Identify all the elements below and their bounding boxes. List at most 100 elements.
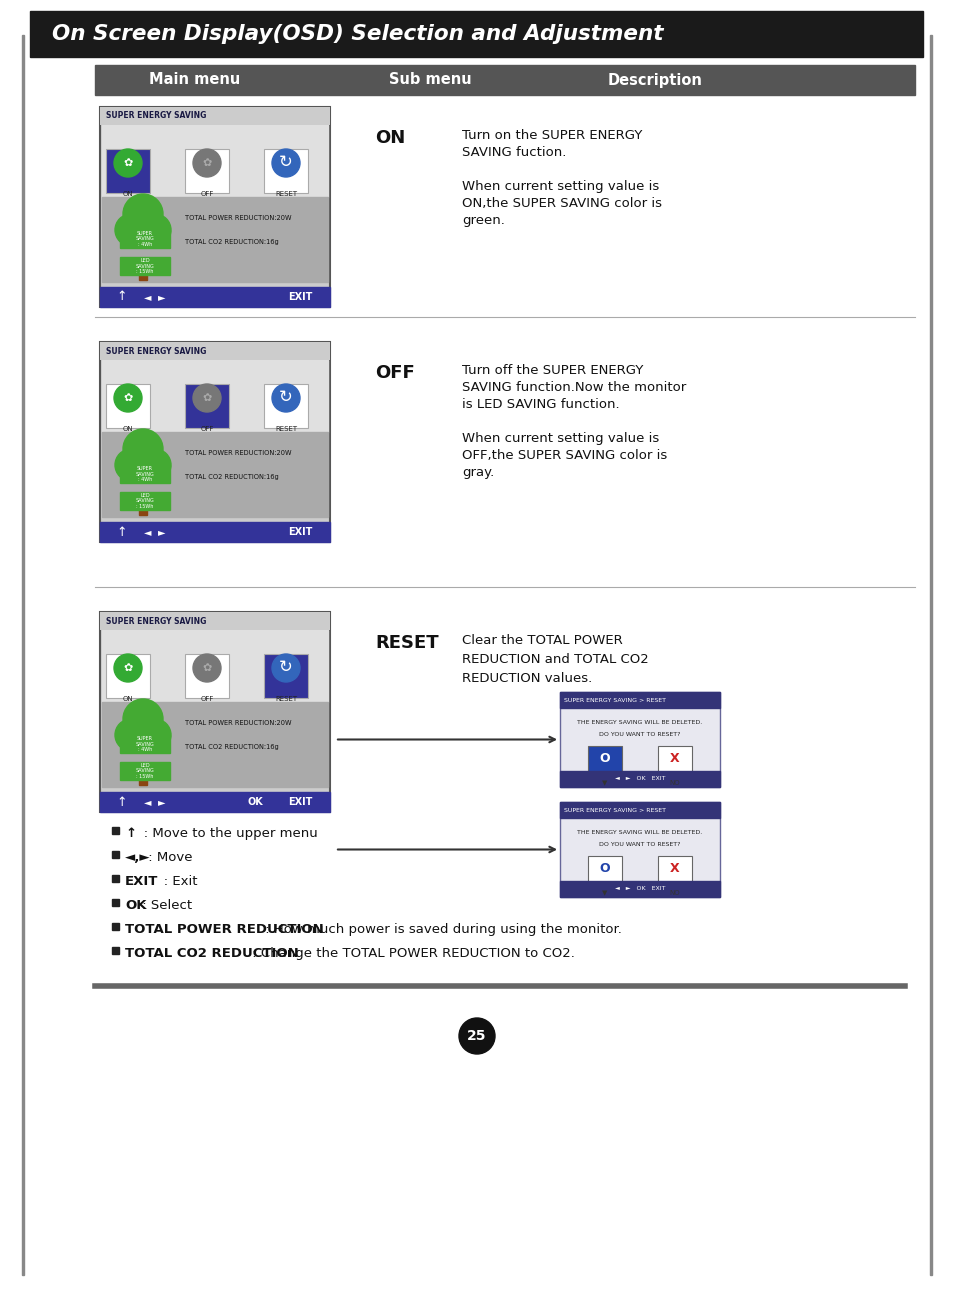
Text: TOTAL CO2 REDUCTION:16g: TOTAL CO2 REDUCTION:16g	[185, 474, 278, 480]
Text: ✿: ✿	[123, 663, 132, 673]
Bar	[22, 35, 24, 1275]
Bar	[112, 923, 119, 930]
Bar	[112, 947, 119, 954]
Text: SUPER ENERGY SAVING: SUPER ENERGY SAVING	[106, 347, 206, 355]
Bar	[264, 384, 308, 428]
Bar	[100, 612, 330, 630]
Bar	[100, 342, 330, 360]
Text: OFF,the SUPER SAVING color is: OFF,the SUPER SAVING color is	[461, 449, 666, 462]
Bar	[102, 702, 328, 787]
Text: SUPER ENERGY SAVING > RESET: SUPER ENERGY SAVING > RESET	[563, 808, 665, 813]
Bar	[120, 492, 170, 510]
Bar	[102, 197, 328, 282]
Text: THE ENERGY SAVING WILL BE DELETED.: THE ENERGY SAVING WILL BE DELETED.	[577, 830, 702, 835]
Bar	[185, 654, 229, 698]
Bar	[102, 360, 328, 432]
Text: SUPER ENERGY SAVING > RESET: SUPER ENERGY SAVING > RESET	[563, 697, 665, 702]
Text: Turn off the SUPER ENERGY: Turn off the SUPER ENERGY	[461, 364, 642, 377]
Bar	[112, 874, 119, 882]
Bar	[112, 899, 119, 906]
Text: ◄   ►   OK   EXIT: ◄ ► OK EXIT	[614, 886, 664, 891]
Text: O: O	[599, 863, 610, 876]
Text: ►: ►	[158, 527, 166, 536]
Text: Main menu: Main menu	[150, 73, 240, 87]
Bar	[112, 827, 119, 834]
Circle shape	[193, 149, 221, 177]
Text: ON,the SUPER SAVING color is: ON,the SUPER SAVING color is	[461, 197, 661, 210]
Text: OFF: OFF	[375, 364, 415, 382]
Text: NO: NO	[669, 780, 679, 786]
Text: ✿: ✿	[123, 158, 132, 168]
Text: ✿: ✿	[202, 393, 212, 403]
Bar	[100, 107, 330, 125]
Text: TOTAL POWER REDUCTION:20W: TOTAL POWER REDUCTION:20W	[185, 720, 292, 726]
Bar	[185, 384, 229, 428]
Bar	[559, 771, 720, 787]
Circle shape	[139, 719, 171, 750]
Text: X: X	[670, 753, 679, 766]
Text: ↑: ↑	[116, 291, 127, 304]
Text: On Screen Display(OSD) Selection and Adjustment: On Screen Display(OSD) Selection and Adj…	[52, 23, 662, 44]
Text: RESET: RESET	[274, 425, 296, 432]
Text: TOTAL CO2 REDUCTION:16g: TOTAL CO2 REDUCTION:16g	[185, 239, 278, 245]
Text: SUPER
SAVING
: 4Wh: SUPER SAVING : 4Wh	[135, 736, 154, 752]
Text: Clear the TOTAL POWER: Clear the TOTAL POWER	[461, 634, 622, 647]
Bar	[100, 287, 330, 307]
Text: EXIT: EXIT	[288, 527, 312, 536]
Text: ✿: ✿	[123, 393, 132, 403]
Circle shape	[272, 654, 299, 683]
Text: Description: Description	[607, 73, 701, 87]
Circle shape	[123, 194, 163, 234]
Text: ↻: ↻	[279, 658, 293, 676]
Text: gray.: gray.	[461, 466, 494, 479]
Text: ON: ON	[375, 129, 405, 147]
Bar	[559, 692, 720, 709]
Text: ▼: ▼	[601, 780, 607, 786]
Bar	[929, 35, 931, 1275]
Bar	[658, 856, 691, 882]
Text: is LED SAVING function.: is LED SAVING function.	[461, 398, 619, 411]
Bar	[120, 257, 170, 275]
Circle shape	[123, 429, 163, 468]
Text: : How much power is saved during using the monitor.: : How much power is saved during using t…	[261, 923, 621, 936]
Text: : Select: : Select	[138, 899, 192, 912]
Circle shape	[139, 449, 171, 482]
Text: : Exit: : Exit	[151, 874, 197, 887]
Bar	[95, 65, 914, 95]
Bar	[102, 630, 328, 702]
Text: LED
SAVING
: 15Wh: LED SAVING : 15Wh	[135, 258, 154, 274]
Circle shape	[115, 719, 147, 750]
Text: RESET: RESET	[375, 634, 438, 652]
Text: ►: ►	[158, 797, 166, 806]
Text: THE ENERGY SAVING WILL BE DELETED.: THE ENERGY SAVING WILL BE DELETED.	[577, 720, 702, 726]
Text: X: X	[670, 863, 679, 876]
Text: : Move: : Move	[144, 851, 193, 864]
Text: ◄: ◄	[144, 797, 152, 806]
Text: OK: OK	[247, 797, 263, 806]
Text: ↑: ↑	[116, 526, 127, 539]
Bar	[30, 10, 923, 57]
Text: ↻: ↻	[279, 388, 293, 406]
Text: Turn on the SUPER ENERGY: Turn on the SUPER ENERGY	[461, 129, 641, 142]
Text: DO YOU WANT TO RESET?: DO YOU WANT TO RESET?	[598, 842, 680, 847]
Bar	[587, 856, 621, 882]
Circle shape	[458, 1018, 495, 1054]
Text: EXIT: EXIT	[288, 797, 312, 806]
Text: SAVING fuction.: SAVING fuction.	[461, 146, 566, 159]
Bar	[559, 803, 720, 897]
Text: ↑: ↑	[116, 796, 127, 809]
Text: ON: ON	[123, 191, 133, 197]
Bar	[100, 522, 330, 542]
Circle shape	[113, 654, 142, 683]
Circle shape	[272, 384, 299, 412]
Circle shape	[115, 449, 147, 482]
Text: EXIT: EXIT	[288, 292, 312, 301]
Text: OFF: OFF	[200, 425, 213, 432]
Circle shape	[272, 149, 299, 177]
Circle shape	[193, 384, 221, 412]
Text: OK: OK	[125, 899, 147, 912]
Text: ▼: ▼	[601, 890, 607, 897]
Bar	[264, 654, 308, 698]
Text: ◄,►: ◄,►	[125, 851, 151, 864]
Bar	[106, 384, 150, 428]
